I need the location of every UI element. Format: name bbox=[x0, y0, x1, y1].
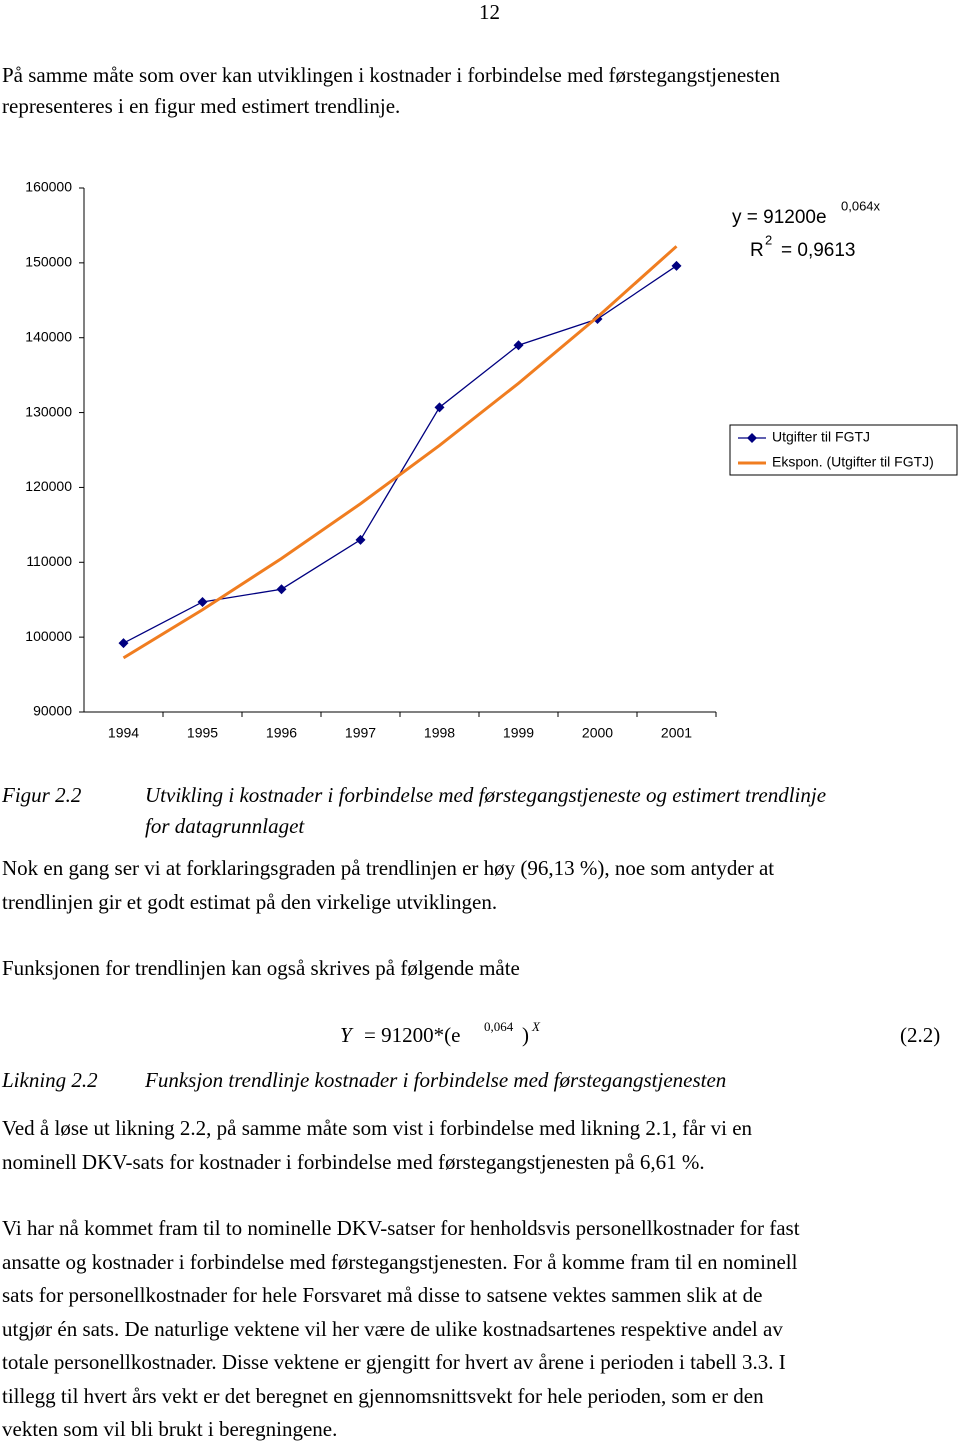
y-tick-label: 120000 bbox=[25, 478, 72, 494]
trendline-exponent: 0,064x bbox=[841, 198, 881, 213]
figure-label: Figur 2.2 bbox=[2, 783, 82, 807]
legend-label: Utgifter til FGTJ bbox=[772, 429, 870, 445]
text-line: nominell DKV-sats for kostnader i forbin… bbox=[2, 1149, 705, 1174]
x-tick-label: 1998 bbox=[424, 725, 455, 741]
text-line: tillegg til hvert års vekt er det beregn… bbox=[2, 1383, 764, 1408]
legend-box bbox=[729, 424, 958, 476]
equation-power: X bbox=[532, 1019, 540, 1034]
y-tick-label: 160000 bbox=[25, 179, 72, 195]
y-tick-label: 140000 bbox=[25, 328, 72, 344]
equation-number: (2.2) bbox=[900, 1023, 941, 1047]
y-tick-label: 150000 bbox=[25, 254, 72, 270]
y-tick-label: 130000 bbox=[25, 403, 72, 419]
x-tick-label: 2000 bbox=[582, 725, 613, 741]
text-line: Ved å løse ut likning 2.2, på samme måte… bbox=[2, 1116, 753, 1140]
x-tick-label: 2001 bbox=[661, 725, 692, 741]
data-point bbox=[355, 534, 366, 545]
series-line bbox=[122, 245, 678, 660]
page-number: 12 bbox=[479, 0, 500, 24]
x-tick-label: 1996 bbox=[266, 725, 297, 741]
y-tick-label: 100000 bbox=[25, 628, 72, 644]
data-point bbox=[434, 402, 445, 413]
x-tick-label: 1997 bbox=[345, 725, 376, 741]
equation-rhs: = 91200*(e bbox=[364, 1023, 461, 1047]
text-line: Funksjonen for trendlinjen kan også skri… bbox=[2, 956, 520, 980]
text-line: På samme måte som over kan utviklingen i… bbox=[2, 63, 780, 87]
text-line: totale personellkostnader. Disse vektene… bbox=[2, 1350, 786, 1374]
data-point bbox=[118, 638, 129, 649]
legend-marker bbox=[747, 433, 757, 443]
text-line: utgjør én sats. De naturlige vektene vil… bbox=[2, 1316, 783, 1341]
y-tick-label: 90000 bbox=[33, 703, 72, 719]
series-line bbox=[123, 265, 677, 644]
figure-caption: Utvikling i kostnader i forbindelse med … bbox=[145, 783, 827, 807]
legend-label: Ekspon. (Utgifter til FGTJ) bbox=[772, 454, 934, 470]
equation-close: ) bbox=[522, 1023, 529, 1047]
text-line: ansatte og kostnader i forbindelse med f… bbox=[2, 1249, 798, 1274]
x-tick-label: 1994 bbox=[108, 725, 139, 741]
data-point bbox=[276, 584, 287, 595]
r-squared: R bbox=[750, 240, 764, 261]
data-point bbox=[513, 340, 524, 351]
equation-caption: Funksjon trendlinje kostnader i forbinde… bbox=[145, 1068, 727, 1092]
text-line: vekten som vil bli brukt i beregningene. bbox=[2, 1417, 338, 1441]
text-line: sats for personellkostnader for hele For… bbox=[2, 1283, 763, 1307]
text-line: representeres i en figur med estimert tr… bbox=[2, 94, 401, 118]
data-point bbox=[197, 596, 208, 607]
equation-exponent: 0,064 bbox=[484, 1019, 514, 1034]
y-tick-label: 110000 bbox=[26, 553, 72, 569]
equation-lhs: Y bbox=[340, 1023, 352, 1047]
r-squared-value: = 0,9613 bbox=[781, 240, 856, 261]
equation-label: Likning 2.2 bbox=[2, 1068, 98, 1092]
text-line: Vi har nå kommet fram til to nominelle D… bbox=[2, 1216, 800, 1240]
text-line: trendlinjen gir et godt estimat på den v… bbox=[2, 890, 498, 914]
data-point bbox=[671, 260, 682, 271]
r-squared-exponent: 2 bbox=[765, 232, 772, 247]
text-line: Nok en gang ser vi at forklaringsgraden … bbox=[2, 856, 775, 880]
x-tick-label: 1999 bbox=[503, 725, 534, 741]
figure-caption: for datagrunnlaget bbox=[145, 814, 305, 838]
x-tick-label: 1995 bbox=[187, 725, 218, 741]
trendline-equation: y = 91200e bbox=[732, 207, 827, 228]
